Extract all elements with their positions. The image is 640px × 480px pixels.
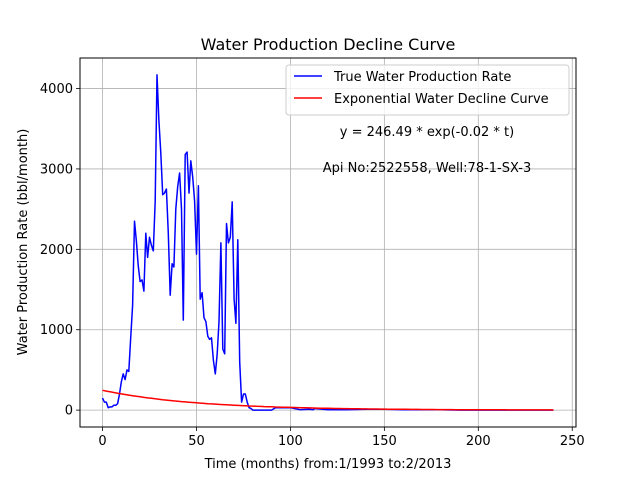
- y-tick-label: 3000: [40, 162, 73, 177]
- legend-label-true-rate: True Water Production Rate: [333, 70, 511, 85]
- x-axis-label: Time (months) from:1/1993 to:2/2013: [204, 457, 452, 472]
- x-axis-ticks: 0 50 100 150 200 250: [98, 427, 585, 449]
- series-line-exponential-decline: [102, 389, 554, 411]
- legend-box: [285, 64, 570, 116]
- legend: True Water Production Rate Exponential W…: [285, 64, 570, 116]
- x-tick-label: 200: [466, 434, 491, 449]
- x-tick-label: 0: [98, 434, 106, 449]
- equation-annotation: y = 246.49 * exp(-0.02 * t): [340, 125, 514, 140]
- legend-label-exponential: Exponential Water Decline Curve: [334, 92, 549, 107]
- chart-title: Water Production Decline Curve: [201, 35, 456, 54]
- well-annotation: Api No:2522558, Well:78-1-SX-3: [323, 161, 531, 176]
- x-tick-label: 250: [560, 434, 585, 449]
- x-tick-label: 50: [188, 434, 205, 449]
- series-lines: [101, 74, 554, 411]
- axes-frame: [79, 57, 577, 428]
- x-tick-label: 100: [278, 434, 303, 449]
- y-tick-label: 2000: [40, 243, 73, 258]
- y-axis-ticks: 0 1000 2000 3000 4000: [40, 82, 80, 419]
- y-tick-label: 0: [65, 404, 73, 419]
- plot-area: [80, 58, 576, 427]
- y-axis-label: Water Production Rate (bbl/month): [16, 129, 31, 356]
- y-tick-label: 1000: [40, 323, 73, 338]
- x-tick-label: 150: [372, 434, 397, 449]
- y-tick-label: 4000: [40, 82, 73, 97]
